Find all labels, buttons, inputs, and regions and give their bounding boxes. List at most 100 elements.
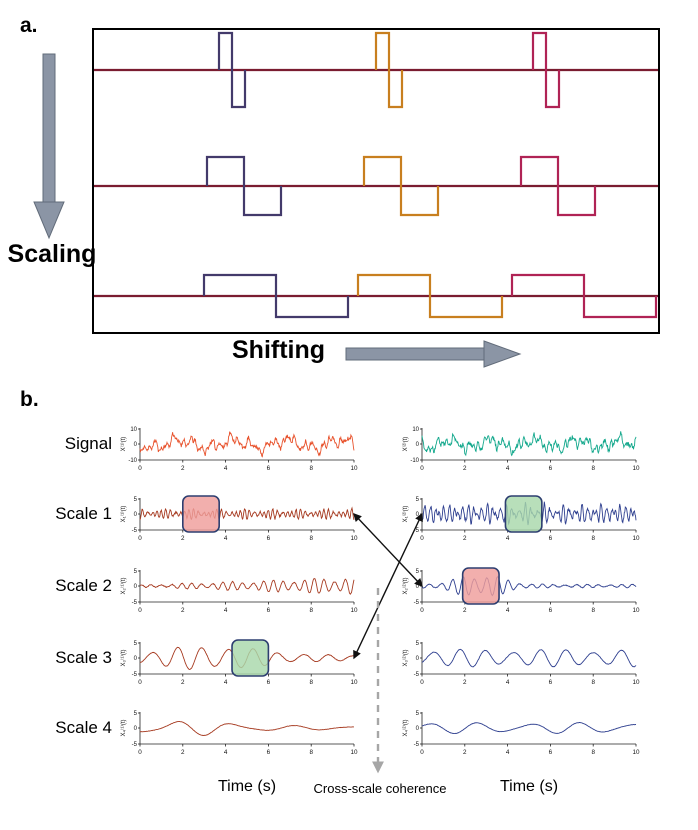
svg-text:8: 8 — [309, 465, 313, 472]
haar-wavelet-row1-pos3 — [531, 31, 561, 109]
svg-text:6: 6 — [267, 749, 271, 756]
panel-b-label: b. — [20, 388, 39, 411]
svg-text:2: 2 — [181, 465, 185, 472]
axes — [139, 498, 354, 531]
shifting-label: Shifting — [232, 336, 326, 364]
svg-text:4: 4 — [506, 679, 510, 686]
svg-text:8: 8 — [591, 607, 595, 614]
svg-text:0: 0 — [416, 442, 420, 448]
x-axis-ticks: 0 2 4 6 8 10 — [138, 674, 358, 686]
haar-wavelet-row2-pos2 — [362, 155, 440, 217]
svg-text:6: 6 — [549, 465, 553, 472]
axes — [421, 712, 636, 745]
y-axis-ticks: 5 0 -5 — [132, 711, 140, 748]
signal-trace — [139, 431, 355, 458]
svg-text:10: 10 — [350, 465, 358, 472]
svg-text:4: 4 — [224, 749, 228, 756]
svg-text:5: 5 — [416, 711, 420, 717]
y-axis-ticks: 5 0 -5 — [132, 641, 140, 678]
y-axis-label: X₂⁽¹⁾(t) — [120, 578, 127, 595]
svg-text:4: 4 — [506, 607, 510, 614]
haar-wavelet-row3-pos2 — [356, 273, 504, 319]
svg-text:-5: -5 — [414, 672, 420, 678]
svg-text:2: 2 — [463, 607, 467, 614]
cross-scale-coherence-label: Cross-scale coherence — [313, 781, 447, 796]
x-axis-ticks: 0 2 4 6 8 10 — [138, 602, 358, 614]
svg-text:0: 0 — [416, 726, 420, 732]
svg-text:8: 8 — [309, 535, 313, 542]
wavelet-box — [92, 28, 660, 334]
y-axis-ticks: 5 0 -5 — [414, 711, 422, 748]
coherence-arrow-left-s1-right-s2 — [353, 512, 423, 588]
svg-text:8: 8 — [591, 535, 595, 542]
time-axis-label-left: Time (s) — [217, 778, 277, 795]
row-label-scale-1: Scale 1 — [55, 504, 112, 523]
svg-text:10: 10 — [350, 679, 358, 686]
svg-text:-5: -5 — [132, 600, 138, 606]
haar-wavelet-row2-pos1 — [205, 155, 283, 217]
signal-trace — [421, 576, 637, 597]
scaling-down-arrow-icon — [33, 53, 65, 240]
svg-text:2: 2 — [181, 679, 185, 686]
coherence-arrow-left-s3-right-s1 — [353, 512, 423, 660]
svg-text:0: 0 — [420, 679, 424, 686]
arrow-head — [33, 201, 65, 240]
svg-text:4: 4 — [224, 607, 228, 614]
svg-text:0: 0 — [134, 442, 138, 448]
svg-text:6: 6 — [267, 679, 271, 686]
svg-text:-5: -5 — [132, 742, 138, 748]
svg-text:4: 4 — [506, 465, 510, 472]
row-label-signal: Signal — [64, 434, 112, 453]
axes — [421, 428, 636, 461]
haar-wavelet-row1-pos1 — [217, 31, 247, 109]
highlight-box — [231, 639, 270, 677]
svg-text:6: 6 — [267, 535, 271, 542]
svg-text:2: 2 — [181, 535, 185, 542]
x-axis-ticks: 0 2 4 6 8 10 — [420, 744, 640, 756]
highlight-box — [182, 495, 220, 533]
y-axis-label: X₄⁽²⁾(t) — [402, 719, 409, 736]
svg-text:5: 5 — [134, 711, 138, 717]
haar-wavelet-row3-pos1 — [202, 273, 350, 319]
svg-text:6: 6 — [549, 607, 553, 614]
svg-text:2: 2 — [463, 535, 467, 542]
svg-text:4: 4 — [224, 465, 228, 472]
svg-text:10: 10 — [412, 427, 419, 433]
svg-text:5: 5 — [134, 497, 138, 503]
svg-text:2: 2 — [463, 749, 467, 756]
svg-text:-5: -5 — [132, 672, 138, 678]
svg-text:8: 8 — [591, 465, 595, 472]
svg-text:8: 8 — [309, 679, 313, 686]
svg-text:2: 2 — [463, 679, 467, 686]
svg-text:4: 4 — [224, 679, 228, 686]
svg-text:0: 0 — [420, 465, 424, 472]
signal-trace — [139, 506, 355, 521]
svg-text:6: 6 — [267, 607, 271, 614]
haar-wavelet-row2-pos3 — [519, 155, 597, 217]
wavelet-diagram — [94, 31, 658, 319]
svg-text:4: 4 — [506, 749, 510, 756]
y-axis-ticks: 5 0 -5 — [132, 569, 140, 606]
svg-text:0: 0 — [134, 584, 138, 590]
svg-text:4: 4 — [224, 535, 228, 542]
svg-text:8: 8 — [591, 749, 595, 756]
row-label-scale-4: Scale 4 — [55, 718, 112, 737]
x-axis-ticks: 0 2 4 6 8 10 — [138, 530, 358, 542]
cross-scale-arrows — [353, 512, 423, 774]
svg-text:-10: -10 — [410, 458, 419, 464]
svg-text:10: 10 — [632, 535, 640, 542]
arrow-head — [483, 340, 522, 368]
svg-text:0: 0 — [134, 656, 138, 662]
svg-text:8: 8 — [591, 679, 595, 686]
svg-text:5: 5 — [134, 641, 138, 647]
time-axis-label-right: Time (s) — [499, 778, 559, 795]
highlight-box — [504, 495, 543, 533]
svg-text:0: 0 — [138, 465, 142, 472]
